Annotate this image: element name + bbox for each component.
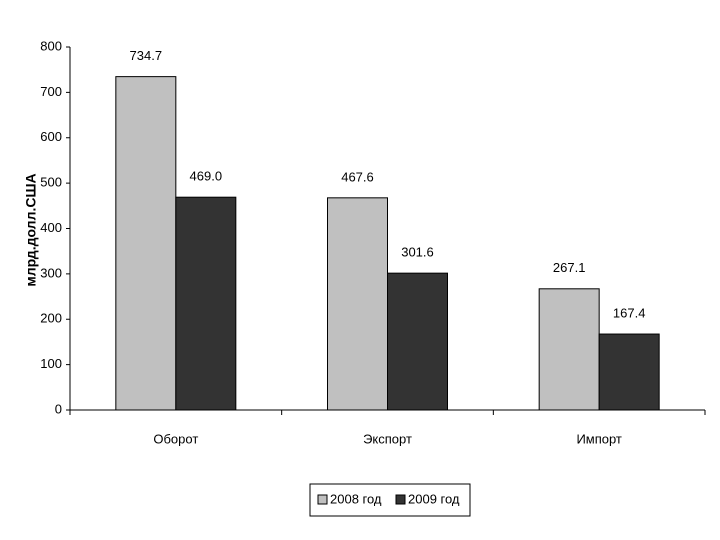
legend-label: 2009 год <box>408 491 460 506</box>
y-tick-label: 300 <box>40 265 62 280</box>
value-label: 734.7 <box>130 48 163 63</box>
bar <box>115 76 177 411</box>
y-tick-label: 700 <box>40 84 62 99</box>
y-tick-label: 600 <box>40 129 62 144</box>
value-label: 469.0 <box>190 169 223 184</box>
y-tick-label: 500 <box>40 175 62 190</box>
bar <box>175 196 237 411</box>
legend-swatch <box>395 494 406 505</box>
y-tick-label: 400 <box>40 220 62 235</box>
bar <box>327 197 388 411</box>
value-label: 467.6 <box>341 169 374 184</box>
y-axis-label: млрд.долл.США <box>23 173 39 286</box>
bar <box>538 288 600 411</box>
y-tick-label: 200 <box>40 311 62 326</box>
bar <box>387 272 448 411</box>
legend <box>309 483 471 517</box>
x-tick-label: Экспорт <box>363 431 412 446</box>
x-tick-label: Оборот <box>153 431 198 446</box>
legend-swatch <box>317 494 328 505</box>
y-tick-label: 0 <box>55 401 62 416</box>
value-label: 167.4 <box>613 305 646 320</box>
x-tick-label: Импорт <box>576 431 621 446</box>
legend-label: 2008 год <box>330 491 382 506</box>
bar <box>598 333 660 411</box>
y-tick-label: 800 <box>40 38 62 53</box>
value-label: 267.1 <box>553 260 586 275</box>
y-tick-label: 100 <box>40 356 62 371</box>
value-label: 301.6 <box>401 245 434 260</box>
